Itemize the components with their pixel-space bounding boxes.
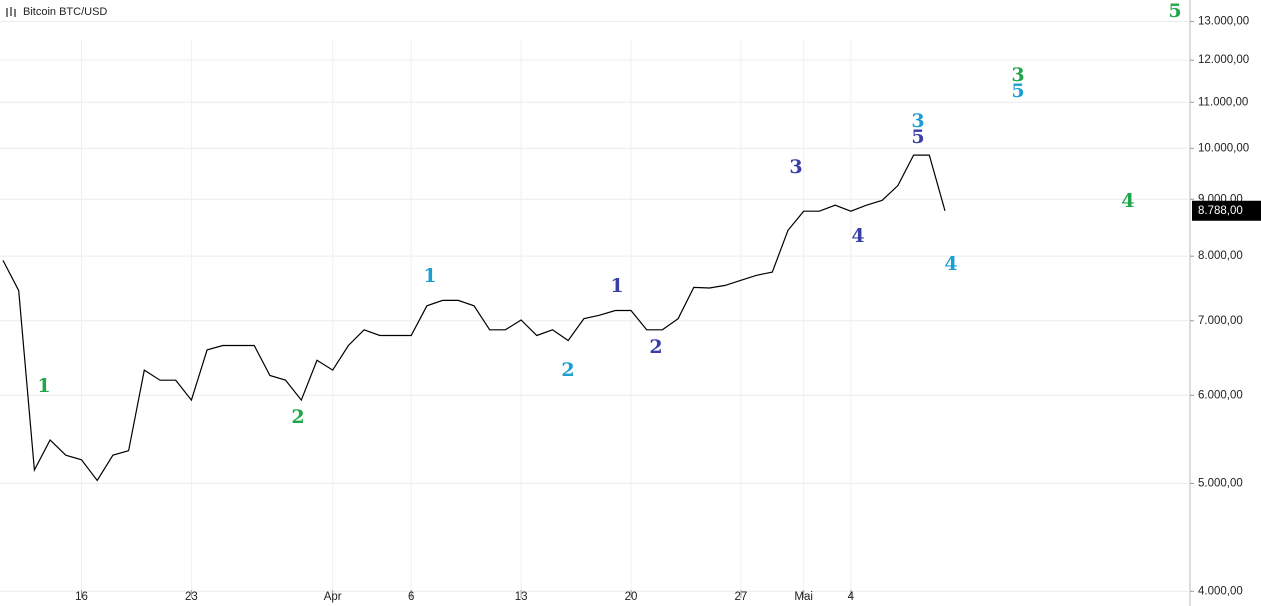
wave-label: 1 — [610, 275, 623, 297]
x-tick-label: 6 — [408, 591, 414, 603]
y-tick-label: 8.000,00 — [1198, 250, 1243, 262]
wave-label: 4 — [1121, 190, 1134, 212]
wave-label: 1 — [37, 375, 50, 397]
y-tick-label: 11.000,00 — [1198, 96, 1248, 108]
y-tick-label: 13.000,00 — [1198, 15, 1249, 27]
x-tick-label: Mai — [794, 591, 813, 603]
y-tick-label: 6.000,00 — [1198, 389, 1243, 401]
y-tick-label: 7.000,00 — [1198, 315, 1243, 327]
x-tick-label: 16 — [75, 591, 88, 603]
wave-label: 5 — [1011, 80, 1024, 102]
x-tick-label: 13 — [515, 591, 528, 603]
price-line — [2, 154, 946, 482]
wave-label: 2 — [561, 359, 574, 381]
wave-label: 2 — [649, 336, 662, 358]
x-tick-label: 20 — [625, 591, 638, 603]
x-tick-label: 23 — [185, 591, 198, 603]
x-tick-label: 27 — [735, 591, 748, 603]
title-icon — [6, 7, 16, 17]
y-tick-label: 4.000,00 — [1198, 585, 1243, 597]
wave-label: 1 — [423, 265, 436, 287]
wave-label: 4 — [944, 253, 957, 275]
wave-label: 2 — [291, 406, 304, 428]
x-tick-label: Apr — [324, 591, 342, 603]
wave-label: 3 — [1011, 64, 1024, 86]
last-price-box — [1192, 200, 1261, 221]
wave-label: 5 — [1168, 0, 1181, 22]
wave-label: 5 — [911, 126, 924, 148]
wave-label: 4 — [851, 225, 864, 247]
y-tick-label: 10.000,00 — [1198, 142, 1249, 154]
last-price-label: 8.788,00 — [1198, 205, 1243, 217]
chart-title: Bitcoin BTC/USD — [23, 6, 107, 18]
y-tick-label: 5.000,00 — [1198, 477, 1243, 489]
x-tick-label: 4 — [848, 591, 855, 603]
wave-label: 3 — [789, 156, 802, 178]
wave-label: 3 — [911, 110, 924, 132]
y-tick-label: 12.000,00 — [1198, 54, 1249, 66]
